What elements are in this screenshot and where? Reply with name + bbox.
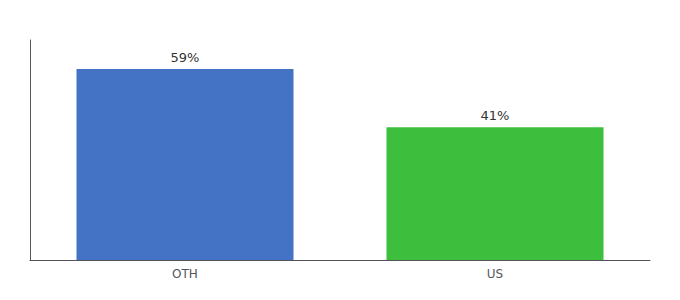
svg-text:OTH: OTH: [172, 267, 198, 281]
svg-text:US: US: [487, 267, 503, 281]
svg-text:41%: 41%: [481, 108, 510, 123]
svg-text:59%: 59%: [171, 50, 200, 65]
